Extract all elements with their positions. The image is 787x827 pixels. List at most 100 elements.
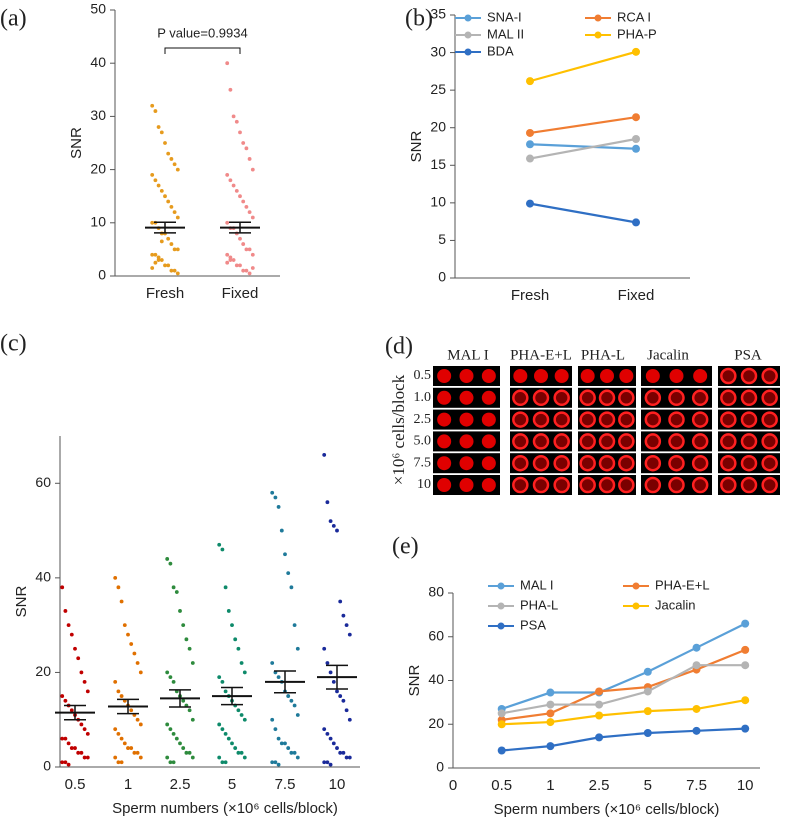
dot	[217, 755, 222, 760]
spot	[618, 411, 635, 428]
point	[632, 113, 640, 122]
spot	[668, 454, 685, 472]
spot	[669, 369, 684, 383]
point	[546, 709, 555, 718]
dot	[335, 528, 339, 533]
point	[526, 199, 534, 208]
dot	[76, 750, 81, 755]
dot	[328, 762, 333, 767]
series-line	[529, 116, 637, 135]
y-tick-label: 30	[430, 43, 446, 59]
dot	[163, 263, 167, 268]
point	[741, 619, 750, 628]
point	[632, 47, 640, 56]
series-line	[529, 143, 637, 150]
dot	[174, 590, 179, 594]
dot	[341, 613, 346, 618]
dot	[79, 670, 84, 675]
dot	[238, 236, 242, 241]
legend-label: PHA-L	[520, 597, 558, 612]
spot	[553, 454, 570, 472]
dot	[270, 661, 275, 665]
x-tick-label: 7.5	[686, 777, 707, 794]
dot	[174, 736, 179, 741]
dot	[172, 268, 177, 273]
spot	[481, 478, 496, 492]
dot	[69, 708, 74, 713]
spot	[554, 369, 569, 383]
dot	[283, 552, 287, 557]
point	[643, 667, 652, 676]
dot	[159, 188, 164, 193]
spot	[668, 433, 685, 450]
dot	[292, 623, 297, 628]
spot	[619, 369, 634, 383]
dot	[241, 199, 246, 204]
spot	[618, 433, 635, 450]
dot	[171, 732, 176, 736]
dot	[165, 557, 170, 561]
spot	[693, 369, 708, 383]
dot	[181, 623, 186, 628]
spot	[691, 411, 709, 428]
legend-label: PHA-E+L	[655, 577, 710, 592]
dot	[344, 708, 349, 713]
point	[692, 726, 701, 735]
spot	[512, 433, 529, 450]
row-label: 1.0	[414, 390, 432, 405]
dot	[238, 130, 242, 135]
series-line	[529, 137, 637, 160]
spot	[512, 476, 529, 494]
spot	[691, 476, 709, 494]
column-label: Jacalin	[647, 347, 689, 363]
y-tick-label: 20	[430, 118, 446, 134]
dot	[286, 571, 291, 576]
point	[692, 661, 701, 670]
dot	[175, 167, 180, 172]
spot	[720, 476, 737, 494]
dot	[295, 755, 300, 760]
point	[526, 154, 534, 163]
column-label: PHA-E+L	[510, 347, 572, 363]
x-tick-label: Fresh	[146, 285, 184, 302]
point	[497, 746, 506, 755]
dot	[347, 717, 352, 722]
dot	[85, 689, 90, 694]
dot	[347, 755, 352, 760]
dot	[76, 656, 81, 661]
dot	[225, 173, 230, 177]
spot	[459, 478, 474, 492]
spot	[644, 411, 662, 428]
dot	[241, 141, 246, 145]
dot	[187, 646, 192, 651]
dot	[244, 268, 249, 273]
series-line	[501, 699, 746, 726]
x-tick-label: 2.5	[170, 776, 191, 793]
dot	[247, 157, 252, 161]
dot	[116, 732, 121, 736]
legend-marker	[464, 14, 472, 22]
y-tick-label: 0	[436, 759, 444, 775]
dot	[244, 247, 249, 252]
dot	[165, 722, 170, 727]
x-tick-label: Fixed	[222, 285, 259, 302]
dot	[338, 750, 343, 755]
y-tick-label: 50	[90, 1, 106, 17]
row-label: 2.5	[414, 412, 432, 427]
panel-label: (d)	[385, 334, 413, 360]
dot	[247, 247, 252, 252]
x-axis-label: Sperm numbers (×10⁶ cells/block)	[112, 800, 338, 817]
y-tick-label: 40	[428, 671, 444, 687]
dot	[73, 746, 77, 750]
panel-label: (e)	[392, 534, 419, 560]
spot	[691, 454, 709, 472]
dot	[165, 755, 170, 760]
dot	[168, 561, 173, 566]
y-tick-label: 80	[428, 584, 444, 600]
y-tick-label: 25	[430, 81, 446, 97]
dot	[231, 114, 236, 119]
y-tick-label: 30	[90, 107, 106, 123]
x-tick-label: 1	[546, 777, 554, 794]
series-line	[501, 664, 746, 715]
